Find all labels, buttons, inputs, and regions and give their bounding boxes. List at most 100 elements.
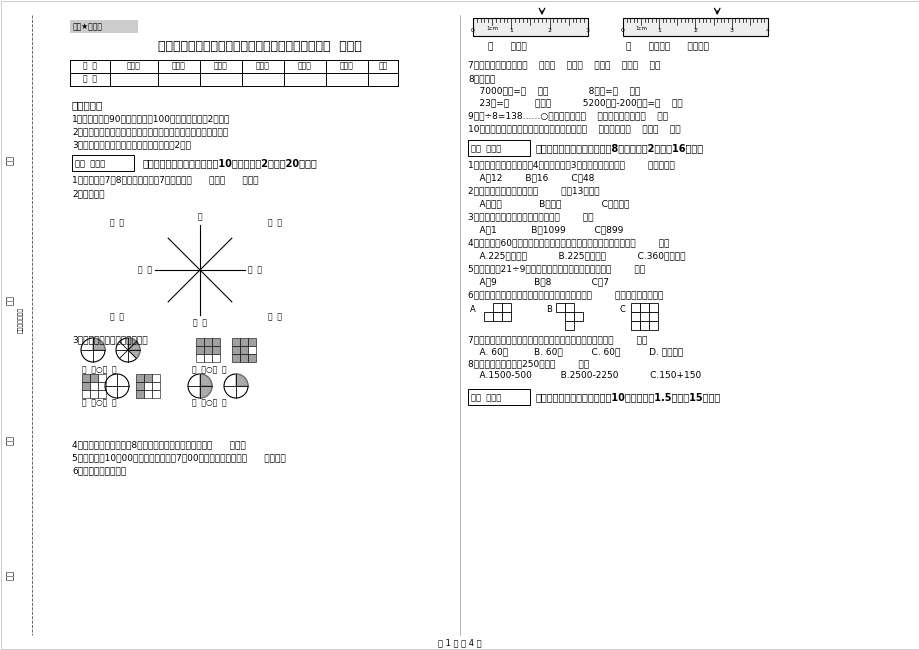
Polygon shape: [93, 338, 105, 350]
Text: 10、在进位加法中，不管哪一位上的数相加满（    ），都要向（    ）进（    ）。: 10、在进位加法中，不管哪一位上的数相加满（ ），都要向（ ）进（ ）。: [468, 124, 680, 133]
Text: 选择题: 选择题: [172, 62, 186, 70]
Bar: [232, 354, 240, 362]
Text: 贵州省实验小学三年级数学上学期全真模拟考试试题  附答案: 贵州省实验小学三年级数学上学期全真模拟考试试题 附答案: [158, 40, 361, 53]
Text: 班级: 班级: [6, 295, 15, 305]
Text: 计算题: 计算题: [255, 62, 269, 70]
Bar: [630, 321, 640, 330]
Text: 北: 北: [198, 213, 202, 222]
Text: A.225平方分米           B.225平方厘米           C.360平方厘米: A.225平方分米 B.225平方厘米 C.360平方厘米: [468, 251, 685, 260]
Text: 3、看图写分数，并比较大小。: 3、看图写分数，并比较大小。: [72, 335, 147, 344]
Polygon shape: [128, 338, 136, 350]
Bar: [468, 389, 529, 405]
Text: 2、填一填。: 2、填一填。: [72, 189, 105, 198]
Text: B: B: [545, 305, 551, 314]
Text: 第 1 页 八 4 页: 第 1 页 八 4 页: [437, 638, 482, 647]
Text: 3、最小三位数和最大三位数的和是（        ）。: 3、最小三位数和最大三位数的和是（ ）。: [468, 212, 593, 221]
Bar: [232, 338, 240, 346]
Text: A: A: [470, 305, 475, 314]
Bar: [144, 374, 152, 382]
Bar: [648, 303, 657, 312]
Bar: [211, 346, 220, 354]
Bar: [483, 312, 493, 321]
Text: 绝密★启用前: 绝密★启用前: [73, 22, 103, 31]
Text: 9、口÷8=138……○，余数最大填（    ），这时被除数是（    ）。: 9、口÷8=138……○，余数最大填（ ），这时被除数是（ ）。: [468, 111, 667, 120]
Text: A. 60秒         B. 60分          C. 60时          D. 无法确定: A. 60秒 B. 60分 C. 60时 D. 无法确定: [468, 347, 683, 356]
Bar: [211, 354, 220, 362]
Bar: [144, 390, 152, 398]
Text: （  ）○（  ）: （ ）○（ ）: [82, 365, 117, 374]
Text: 填空题: 填空题: [127, 62, 141, 70]
Text: 3、不要在试卷上乱写乱画，卷面不整洁扰2分。: 3、不要在试卷上乱写乱画，卷面不整洁扰2分。: [72, 140, 190, 149]
Text: 2: 2: [693, 28, 697, 33]
Bar: [493, 303, 502, 312]
Text: 7、时针从上一个数字到相邻的下一个数字，经过的时间是（        ）。: 7、时针从上一个数字到相邻的下一个数字，经过的时间是（ ）。: [468, 335, 647, 344]
Text: （  ）: （ ）: [193, 318, 207, 328]
Text: 1cm: 1cm: [634, 26, 646, 31]
Bar: [90, 390, 98, 398]
Text: 综合题: 综合题: [298, 62, 312, 70]
Bar: [573, 312, 583, 321]
Bar: [136, 374, 144, 382]
Text: A.1500-500          B.2500-2250           C.150+150: A.1500-500 B.2500-2250 C.150+150: [468, 371, 700, 380]
Text: 1、时针在的7和8之间，分针指坱7，这时是（      ）时（      ）分。: 1、时针在的7和8之间，分针指坱7，这时是（ ）时（ ）分。: [72, 175, 258, 184]
Text: 7000千克=（    ）吞              8千克=（    ）克: 7000千克=（ ）吞 8千克=（ ）克: [468, 86, 640, 95]
Polygon shape: [236, 374, 248, 386]
Text: 2、请首先按要求在试卷的指定位置填写您的姓名、班级、学号。: 2、请首先按要求在试卷的指定位置填写您的姓名、班级、学号。: [72, 127, 228, 136]
Bar: [648, 312, 657, 321]
Text: 题  号: 题 号: [83, 62, 96, 70]
Text: （  ）: （ ）: [110, 218, 124, 227]
Bar: [564, 321, 573, 330]
Text: 3: 3: [729, 28, 733, 33]
Bar: [196, 338, 204, 346]
Bar: [204, 338, 211, 346]
Text: （  ）: （ ）: [138, 265, 152, 274]
Bar: [82, 390, 90, 398]
Text: 4、小明从一楼到三楼用8秒，照这样他从一楼到五楼用（      ）秒。: 4、小明从一楼到三楼用8秒，照这样他从一楼到五楼用（ ）秒。: [72, 440, 245, 449]
Text: A、9             B、8              C、7: A、9 B、8 C、7: [468, 277, 608, 286]
Text: 5、要使「口21÷9」的商是三位数，「口」里只能填（        ）。: 5、要使「口21÷9」的商是三位数，「口」里只能填（ ）。: [468, 264, 644, 273]
Text: 4: 4: [766, 28, 769, 33]
Text: 4、把一根长60厘米的铁丝围成一个正方形，这个正方形的面积是（        ）。: 4、把一根长60厘米的铁丝围成一个正方形，这个正方形的面积是（ ）。: [468, 238, 669, 247]
Bar: [70, 20, 138, 33]
Bar: [502, 312, 510, 321]
Bar: [136, 390, 144, 398]
Bar: [493, 312, 502, 321]
Bar: [152, 382, 160, 390]
Bar: [232, 346, 240, 354]
Text: 学校: 学校: [6, 155, 15, 165]
Bar: [240, 354, 248, 362]
Text: 判断题: 判断题: [214, 62, 228, 70]
Text: 6、下列个图形中，每个小正方形都一样大，那么（        ）图形的周长最长。: 6、下列个图形中，每个小正方形都一样大，那么（ ）图形的周长最长。: [468, 290, 663, 299]
Bar: [648, 321, 657, 330]
Bar: [98, 390, 106, 398]
Text: 8、下面的结果刚好是250的是（        ）。: 8、下面的结果刚好是250的是（ ）。: [468, 359, 588, 368]
Text: 得分  评卷人: 得分 评卷人: [471, 393, 501, 402]
Text: 应用题: 应用题: [340, 62, 354, 70]
Text: 1、一个长方形花坦的宽是4米，长是宽的3倍，花坦的面积是（        ）平方米。: 1、一个长方形花坦的宽是4米，长是宽的3倍，花坦的面积是（ ）平方米。: [468, 160, 674, 169]
Text: 总分: 总分: [378, 62, 387, 70]
Text: 1cm: 1cm: [485, 26, 497, 31]
Text: 3: 3: [585, 28, 589, 33]
Bar: [564, 312, 573, 321]
Bar: [468, 140, 529, 156]
Bar: [622, 18, 767, 36]
Bar: [196, 346, 204, 354]
Bar: [98, 374, 106, 382]
Text: 得分  评卷人: 得分 评卷人: [75, 159, 105, 168]
Bar: [472, 18, 587, 36]
Text: （  ）: （ ）: [110, 313, 124, 322]
Bar: [248, 346, 255, 354]
Text: 1、考试时间：90分钟，满分为100分（含卷面分務2分）。: 1、考试时间：90分钟，满分为100分（含卷面分務2分）。: [72, 114, 230, 123]
Text: 6、量出钉子的长度。: 6、量出钉子的长度。: [72, 466, 126, 475]
Text: （      ）厘米（      ）毫米。: （ ）厘米（ ）毫米。: [625, 42, 709, 51]
Bar: [240, 346, 248, 354]
Bar: [90, 382, 98, 390]
Bar: [211, 338, 220, 346]
Polygon shape: [128, 350, 140, 359]
Bar: [640, 303, 648, 312]
Text: （  ）○（  ）: （ ）○（ ）: [192, 365, 226, 374]
Text: 三、仔细推敬，正确判断（入10小题，每题1.5分，入15分）。: 三、仔细推敬，正确判断（入10小题，每题1.5分，入15分）。: [536, 392, 720, 402]
Bar: [630, 312, 640, 321]
Text: A、一定             B、可能              C、不可能: A、一定 B、可能 C、不可能: [468, 199, 629, 208]
Text: （  ）: （ ）: [267, 313, 282, 322]
